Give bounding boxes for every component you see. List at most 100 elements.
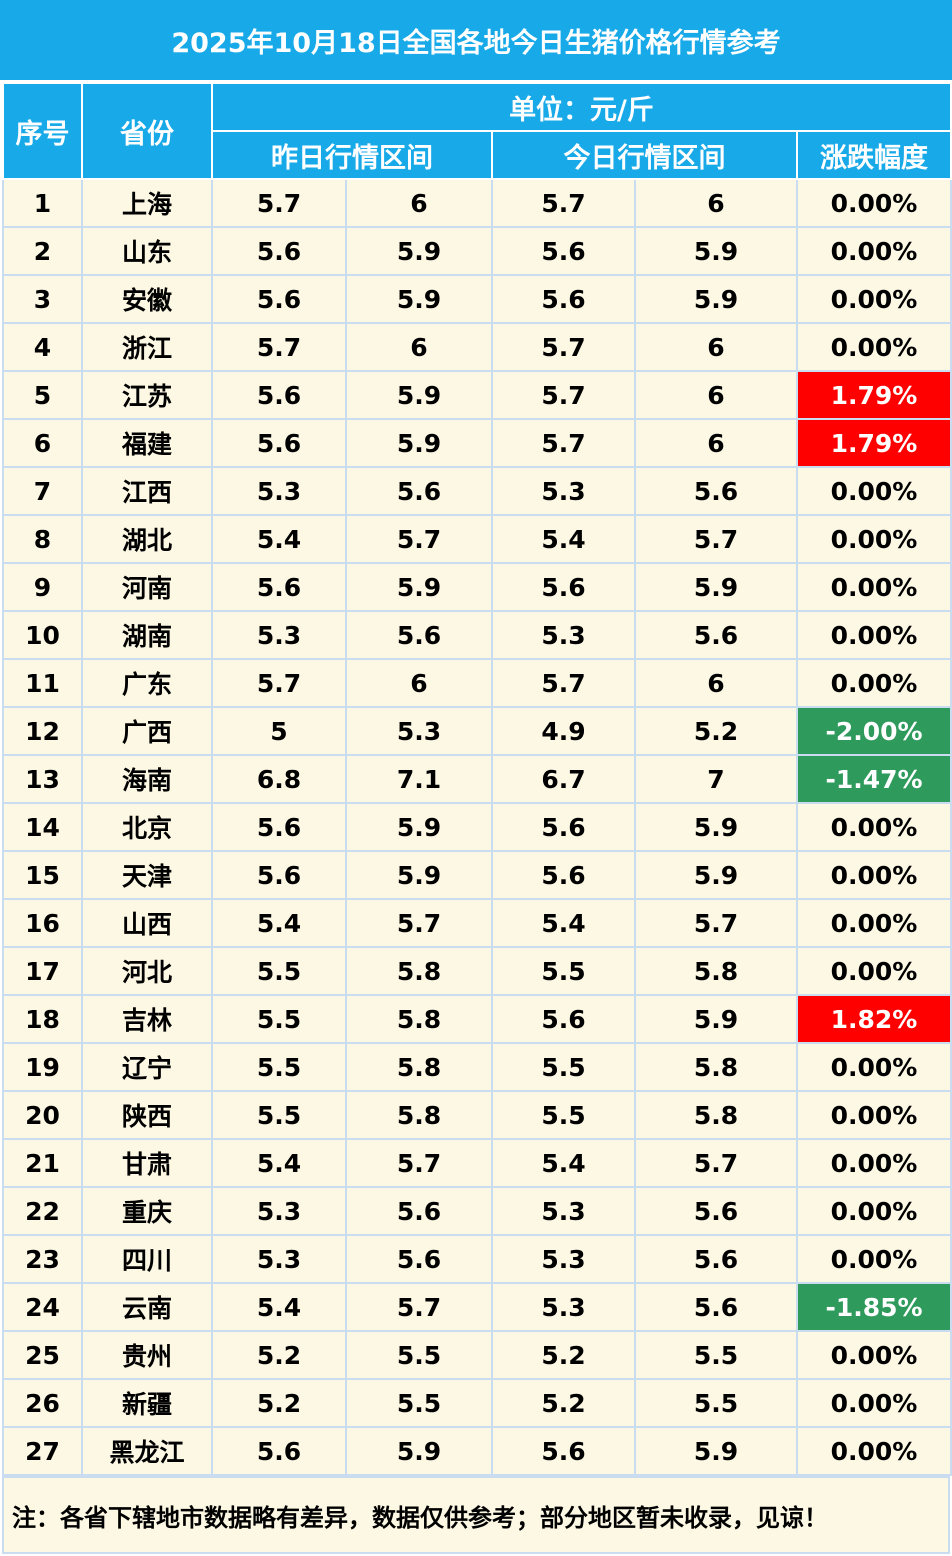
row-index: 22: [2, 1186, 83, 1236]
header-unit: 单位：元/斤: [211, 82, 952, 132]
row-index: 12: [2, 706, 83, 756]
row-yesterday-high: 5.8: [345, 946, 493, 996]
row-index: 23: [2, 1234, 83, 1284]
row-today-low: 4.9: [491, 706, 636, 756]
row-index: 10: [2, 610, 83, 660]
row-province: 广东: [81, 658, 213, 708]
row-index: 13: [2, 754, 83, 804]
table-row: 6 福建 5.6 5.9 5.7 6 1.79%: [2, 418, 952, 468]
row-index: 3: [2, 274, 83, 324]
row-province: 北京: [81, 802, 213, 852]
row-province: 山东: [81, 226, 213, 276]
row-yesterday-low: 5.4: [211, 1138, 347, 1188]
row-today-low: 5.6: [491, 274, 636, 324]
row-index: 9: [2, 562, 83, 612]
row-today-low: 5.6: [491, 226, 636, 276]
row-index: 17: [2, 946, 83, 996]
header-today-range: 今日行情区间: [491, 130, 798, 180]
row-today-low: 5.7: [491, 322, 636, 372]
row-change: 0.00%: [796, 1090, 952, 1140]
row-yesterday-high: 5.5: [345, 1378, 493, 1428]
row-change: 0.00%: [796, 562, 952, 612]
row-today-low: 5.5: [491, 946, 636, 996]
header-change: 涨跌幅度: [796, 130, 952, 180]
row-yesterday-high: 5.7: [345, 1138, 493, 1188]
row-today-low: 5.2: [491, 1330, 636, 1380]
row-change: -1.47%: [796, 754, 952, 804]
row-today-high: 5.5: [634, 1330, 798, 1380]
row-today-high: 5.7: [634, 514, 798, 564]
row-change: 1.82%: [796, 994, 952, 1044]
row-province: 陕西: [81, 1090, 213, 1140]
row-province: 重庆: [81, 1186, 213, 1236]
row-change: 0.00%: [796, 1186, 952, 1236]
table-row: 26 新疆 5.2 5.5 5.2 5.5 0.00%: [2, 1378, 952, 1428]
row-province: 湖南: [81, 610, 213, 660]
row-yesterday-high: 5.8: [345, 994, 493, 1044]
table-row: 24 云南 5.4 5.7 5.3 5.6 -1.85%: [2, 1282, 952, 1332]
row-index: 26: [2, 1378, 83, 1428]
row-yesterday-low: 5.7: [211, 658, 347, 708]
row-province: 山西: [81, 898, 213, 948]
table-row: 11 广东 5.7 6 5.7 6 0.00%: [2, 658, 952, 708]
row-province: 云南: [81, 1282, 213, 1332]
row-change: 0.00%: [796, 1330, 952, 1380]
row-index: 15: [2, 850, 83, 900]
price-table: 序号 省份 单位：元/斤 昨日行情区间 今日行情区间 涨跌幅度 1 上海 5.7 6 5…: [2, 82, 952, 1476]
row-change: 0.00%: [796, 898, 952, 948]
row-index: 24: [2, 1282, 83, 1332]
footer-note: 注：各省下辖地市数据略有差异，数据仅供参考；部分地区暂未收录，见谅！: [2, 1476, 950, 1554]
row-yesterday-low: 5.3: [211, 1186, 347, 1236]
row-index: 7: [2, 466, 83, 516]
row-yesterday-low: 5.4: [211, 1282, 347, 1332]
row-index: 18: [2, 994, 83, 1044]
row-change: 0.00%: [796, 1234, 952, 1284]
row-today-high: 5.6: [634, 1186, 798, 1236]
table-row: 5 江苏 5.6 5.9 5.7 6 1.79%: [2, 370, 952, 420]
row-today-high: 5.5: [634, 1378, 798, 1428]
row-province: 贵州: [81, 1330, 213, 1380]
row-yesterday-high: 5.7: [345, 898, 493, 948]
row-change: 1.79%: [796, 418, 952, 468]
table-row: 2 山东 5.6 5.9 5.6 5.9 0.00%: [2, 226, 952, 276]
table-row: 12 广西 5 5.3 4.9 5.2 -2.00%: [2, 706, 952, 756]
row-province: 广西: [81, 706, 213, 756]
row-today-high: 5.8: [634, 1042, 798, 1092]
table-row: 10 湖南 5.3 5.6 5.3 5.6 0.00%: [2, 610, 952, 660]
row-yesterday-low: 5.6: [211, 226, 347, 276]
row-today-low: 5.7: [491, 658, 636, 708]
row-yesterday-high: 5.9: [345, 226, 493, 276]
row-today-low: 5.3: [491, 1186, 636, 1236]
row-today-high: 5.9: [634, 1426, 798, 1476]
row-province: 江苏: [81, 370, 213, 420]
row-yesterday-low: 5.6: [211, 562, 347, 612]
table-row: 23 四川 5.3 5.6 5.3 5.6 0.00%: [2, 1234, 952, 1284]
table-row: 15 天津 5.6 5.9 5.6 5.9 0.00%: [2, 850, 952, 900]
row-yesterday-low: 5: [211, 706, 347, 756]
row-change: 1.79%: [796, 370, 952, 420]
row-yesterday-low: 5.5: [211, 1090, 347, 1140]
row-change: 0.00%: [796, 466, 952, 516]
row-yesterday-low: 5.6: [211, 274, 347, 324]
row-today-high: 6: [634, 658, 798, 708]
row-yesterday-high: 5.6: [345, 1234, 493, 1284]
row-yesterday-low: 5.3: [211, 610, 347, 660]
row-change: 0.00%: [796, 610, 952, 660]
row-yesterday-low: 5.5: [211, 994, 347, 1044]
row-yesterday-high: 5.6: [345, 1186, 493, 1236]
table-row: 8 湖北 5.4 5.7 5.4 5.7 0.00%: [2, 514, 952, 564]
row-yesterday-high: 7.1: [345, 754, 493, 804]
row-index: 5: [2, 370, 83, 420]
row-yesterday-high: 6: [345, 658, 493, 708]
row-province: 海南: [81, 754, 213, 804]
row-province: 江西: [81, 466, 213, 516]
row-yesterday-low: 5.6: [211, 850, 347, 900]
row-today-high: 7: [634, 754, 798, 804]
row-change: -2.00%: [796, 706, 952, 756]
header-province: 省份: [81, 82, 213, 180]
row-change: 0.00%: [796, 1138, 952, 1188]
row-yesterday-low: 5.6: [211, 418, 347, 468]
row-today-high: 5.8: [634, 946, 798, 996]
row-yesterday-low: 5.2: [211, 1378, 347, 1428]
